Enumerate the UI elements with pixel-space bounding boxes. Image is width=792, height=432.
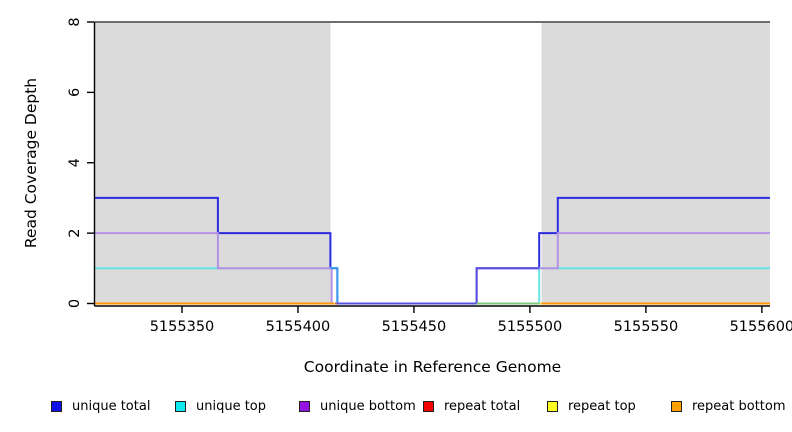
chart-legend: unique total unique top unique bottom repea…	[51, 396, 786, 416]
x-tick-label: 5155350	[150, 319, 215, 335]
legend-label: unique top	[196, 398, 267, 414]
y-axis-title: Read Coverage Depth	[22, 78, 40, 248]
legend-swatch-icon	[51, 400, 62, 412]
x-tick-label: 5155550	[614, 319, 679, 335]
overlay-blue-cyan-blend	[330, 267, 339, 304]
legend-label: repeat top	[568, 398, 636, 414]
legend-item-repeat-total: repeat total	[423, 396, 547, 416]
legend-swatch-icon	[175, 400, 186, 412]
legend-swatch-icon	[423, 400, 434, 412]
legend-item-unique-top: unique top	[175, 396, 299, 416]
x-tick-label: 5155600	[730, 319, 792, 335]
y-tick-label: 4	[67, 158, 83, 167]
legend-label: unique bottom	[320, 398, 416, 414]
x-tick-label: 5155450	[382, 319, 447, 335]
legend-swatch-icon	[299, 400, 310, 412]
legend-item-repeat-bottom: repeat bottom	[671, 396, 786, 416]
x-tick-label: 5155500	[498, 319, 563, 335]
legend-swatch-icon	[671, 400, 682, 412]
y-tick-label: 6	[67, 88, 83, 97]
overlay-blue-purple-blend	[337, 267, 540, 305]
y-tick-label: 2	[67, 228, 83, 237]
legend-label: repeat bottom	[692, 398, 786, 414]
repeat-region-left	[95, 22, 331, 305]
legend-label: unique total	[72, 398, 151, 414]
legend-label: repeat total	[444, 398, 521, 414]
y-tick-label: 0	[67, 299, 83, 308]
x-axis-title: Coordinate in Reference Genome	[304, 358, 561, 376]
x-tick-label: 5155400	[266, 319, 331, 335]
legend-item-repeat-top: repeat top	[547, 396, 671, 416]
legend-item-unique-bottom: unique bottom	[299, 396, 423, 416]
legend-swatch-icon	[547, 400, 558, 412]
legend-item-unique-total: unique total	[51, 396, 175, 416]
repeat-region-right	[541, 22, 770, 305]
y-tick-label: 8	[67, 17, 83, 26]
